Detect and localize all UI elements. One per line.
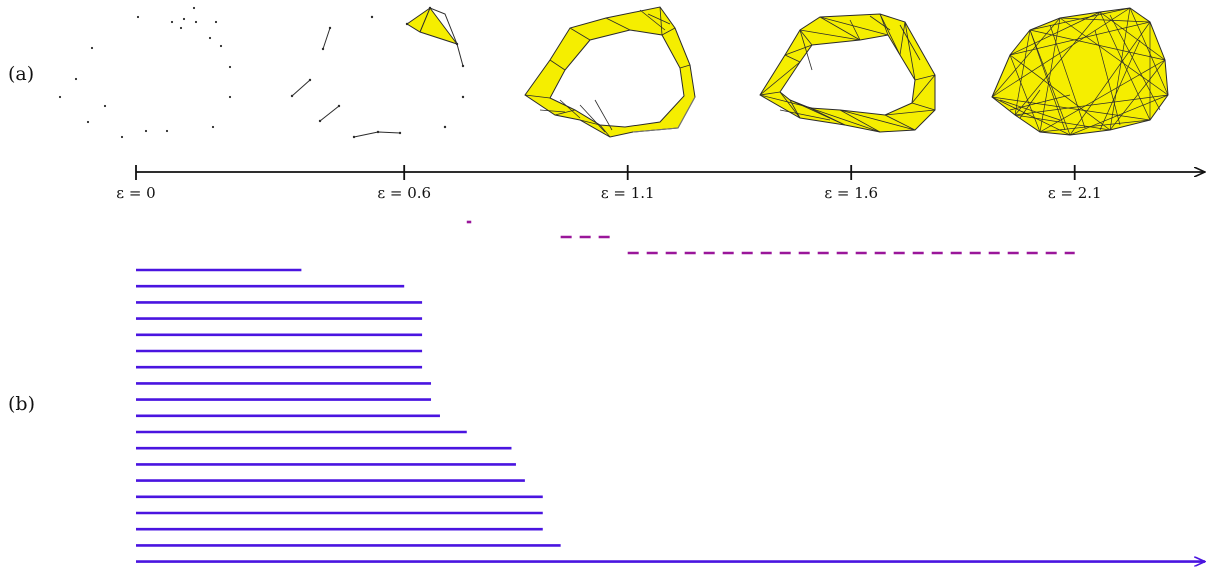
axis-tick-label: ε = 1.1 [601, 184, 655, 202]
snapshot-eps-0 [58, 6, 232, 139]
filtration-axis: ε = 0 ε = 0.6 ε = 1.1 ε = 1.6 ε = 2.1 [116, 165, 1205, 202]
axis-tick-label: ε = 0.6 [377, 184, 431, 202]
axis-tick-label: ε = 2.1 [1048, 184, 1102, 202]
filtration-snapshots [58, 6, 1169, 139]
panel-label-a: (a) [8, 63, 34, 85]
barcode-h0 [136, 268, 1205, 562]
vertex [179, 26, 183, 30]
axis-tick-label: ε = 0 [116, 184, 155, 202]
barcode-h1 [466, 220, 1075, 255]
vertex [182, 17, 186, 21]
vertex [219, 44, 223, 48]
vertex [58, 95, 62, 99]
vertex [228, 95, 232, 99]
vertex [228, 65, 232, 69]
snapshot-eps-1-1 [524, 6, 696, 138]
snapshot-eps-2-1 [991, 7, 1169, 136]
vertex [86, 120, 90, 124]
vertex [120, 135, 124, 139]
vertex [74, 77, 78, 81]
vertex [144, 129, 148, 133]
vertex [165, 129, 169, 133]
vertex [103, 104, 107, 108]
panel-label-b: (b) [8, 393, 35, 415]
axis-ticks: ε = 0 ε = 0.6 ε = 1.1 ε = 1.6 ε = 2.1 [116, 165, 1102, 202]
vertex [192, 6, 196, 10]
axis-tick-label: ε = 1.6 [824, 184, 878, 202]
vertex [90, 46, 94, 50]
vertex [211, 125, 215, 129]
vertex [208, 36, 212, 40]
vertex [136, 15, 140, 19]
vertex [214, 20, 218, 24]
vertex [170, 20, 174, 24]
snapshot-eps-0-6 [290, 6, 465, 139]
snapshot-eps-1-6 [759, 13, 936, 133]
vertex [194, 20, 198, 24]
